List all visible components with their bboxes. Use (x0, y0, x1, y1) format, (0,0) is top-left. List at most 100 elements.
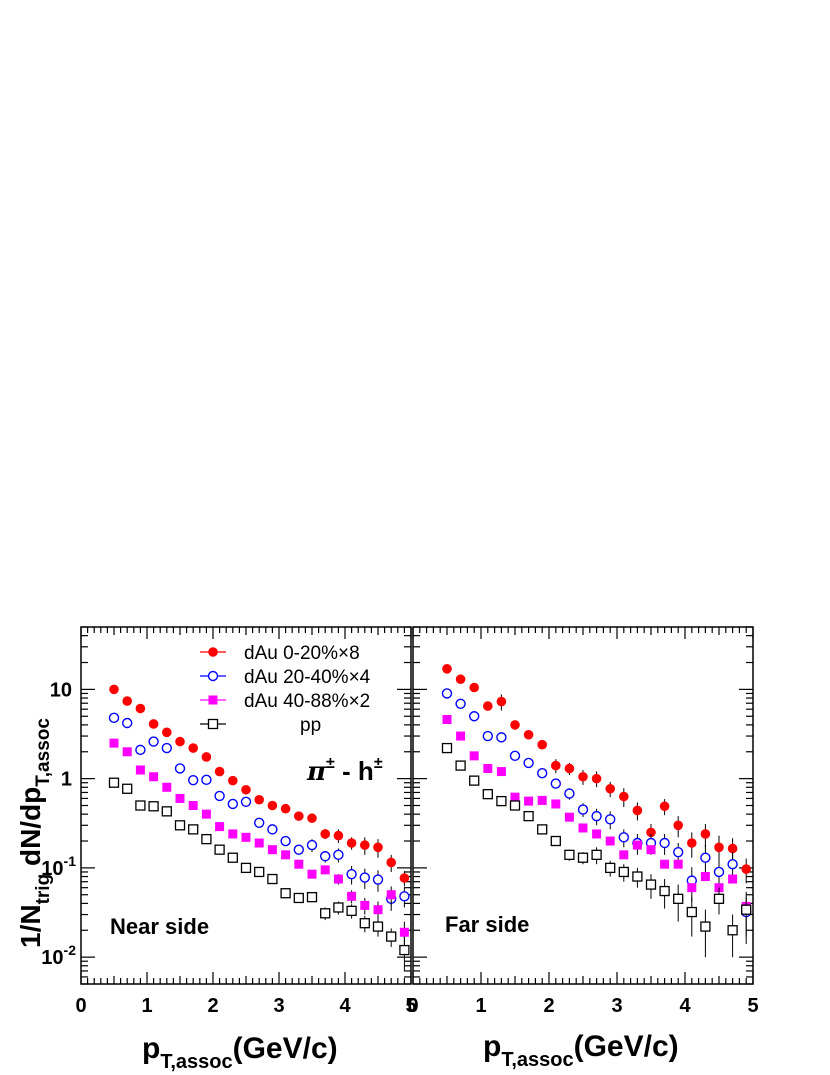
data-point-series-1 (372, 870, 384, 892)
marker (121, 717, 133, 729)
marker (523, 729, 534, 740)
legend-label-series-1: dAu 20-40%×4 (244, 667, 371, 688)
marker (727, 843, 738, 854)
marker (201, 752, 212, 762)
data-point-series-3 (174, 820, 186, 831)
marker (241, 832, 251, 842)
marker (294, 859, 304, 869)
marker (399, 944, 410, 956)
data-point-series-0 (320, 829, 331, 840)
marker (564, 849, 575, 860)
data-point-series-3 (618, 864, 629, 882)
marker (673, 820, 683, 831)
marker (564, 788, 575, 799)
marker (441, 742, 453, 754)
marker (214, 766, 225, 777)
data-point-series-2 (254, 838, 264, 848)
data-point-series-2 (320, 865, 330, 875)
x-title-left-tail: (GeV/c) (233, 1032, 338, 1065)
data-point-series-2 (122, 747, 132, 757)
marker (162, 727, 172, 738)
x-axis-title-right: pT,assoc(GeV/c) (483, 1030, 679, 1071)
data-point-series-0 (214, 766, 225, 777)
y-tick-label: 10 (50, 679, 72, 701)
data-point-series-2 (109, 738, 119, 748)
data-point-series-0 (673, 816, 683, 838)
data-point-series-3 (523, 810, 534, 822)
marker (645, 879, 657, 890)
data-point-series-0 (605, 781, 615, 798)
marker (482, 730, 493, 742)
marker (578, 823, 588, 833)
data-point-series-3 (700, 909, 711, 958)
data-point-series-2 (564, 812, 574, 822)
marker (386, 931, 397, 942)
x-tick-label: 5 (405, 995, 416, 1017)
marker (673, 893, 684, 904)
data-point-series-3 (188, 824, 199, 835)
marker (333, 902, 344, 913)
marker (605, 814, 616, 825)
marker (373, 905, 383, 915)
data-point-series-1 (135, 744, 146, 756)
data-point-series-2 (294, 859, 304, 869)
data-point-series-0 (373, 839, 383, 858)
marker (240, 862, 252, 874)
data-point-series-0 (687, 832, 697, 858)
data-point-series-3 (333, 901, 344, 915)
marker (646, 827, 656, 838)
marker (399, 927, 409, 937)
marker (320, 865, 330, 875)
marker (175, 793, 185, 803)
marker (441, 688, 453, 699)
marker (175, 736, 185, 747)
y-tick-exp: -2 (64, 942, 77, 958)
marker (254, 794, 264, 805)
marker (469, 775, 480, 786)
data-point-series-2 (592, 829, 602, 839)
data-point-series-3 (372, 918, 384, 937)
data-point-series-1 (148, 736, 159, 747)
x-tick-label: 5 (747, 995, 758, 1017)
legend-label-series-0: dAu 0-20%×8 (244, 643, 360, 664)
data-point-series-1 (618, 829, 629, 848)
marker (659, 837, 670, 849)
data-point-series-2 (347, 890, 357, 904)
data-point-series-1 (605, 811, 616, 830)
marker (333, 874, 343, 884)
marker (214, 844, 225, 855)
data-point-series-0 (551, 759, 561, 774)
marker (469, 751, 479, 761)
marker (714, 842, 724, 853)
data-point-series-3 (148, 801, 159, 812)
legend-marker-series-0 (200, 647, 226, 657)
marker (482, 789, 493, 800)
data-point-series-2 (700, 872, 710, 882)
marker (306, 891, 318, 903)
data-point-series-1 (333, 848, 344, 863)
marker (700, 829, 711, 839)
data-point-series-0 (632, 802, 643, 821)
data-point-series-3 (455, 760, 466, 771)
far-side-panel: 0 1 2 3 4 5 Far side (407, 626, 759, 1017)
y-tick-base: 10 (50, 679, 72, 701)
marker (386, 857, 397, 868)
marker (727, 925, 738, 936)
marker (700, 921, 711, 932)
data-point-series-3 (577, 852, 589, 865)
data-point-series-2 (175, 793, 185, 803)
data-point-series-3 (122, 783, 133, 794)
data-point-series-3 (161, 806, 172, 817)
x-title-right-main: p (483, 1030, 501, 1063)
data-point-series-2 (228, 829, 238, 839)
legend-label-series-3: pp (300, 715, 321, 736)
data-point-series-2 (660, 859, 670, 869)
data-point-series-0 (135, 703, 146, 714)
marker (741, 904, 752, 915)
data-point-series-0 (700, 824, 711, 848)
marker (483, 701, 493, 711)
annotation-pi: π (306, 757, 327, 787)
data-point-series-0 (294, 811, 304, 821)
marker (108, 777, 120, 788)
marker (399, 873, 410, 883)
